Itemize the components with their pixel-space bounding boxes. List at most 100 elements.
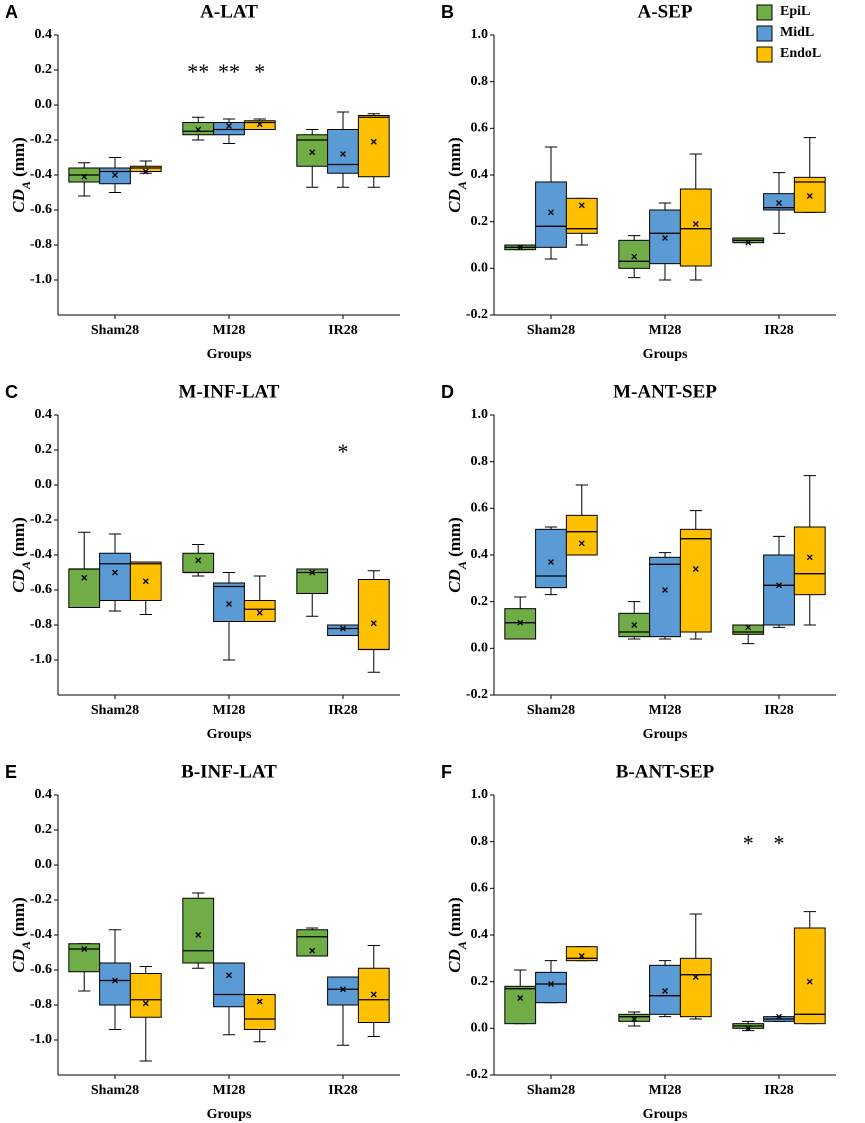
- panel-letter: C: [5, 382, 18, 402]
- whisker-upper: [306, 129, 319, 135]
- box: [243, 600, 276, 622]
- y-tick-label: 0.6: [471, 881, 489, 896]
- significance: *: [743, 831, 754, 856]
- y-tick-label: -0.6: [30, 962, 52, 977]
- x-tick-label: IR28: [328, 703, 358, 718]
- mean: [578, 953, 585, 959]
- whisker-lower: [222, 1006, 236, 1036]
- box: [565, 946, 598, 962]
- box: [618, 1013, 651, 1022]
- y-tick-label: -0.2: [30, 132, 52, 147]
- y-label-main: CD: [9, 949, 28, 973]
- y-tick-label: -0.2: [466, 307, 488, 322]
- whisker-upper: [514, 969, 527, 987]
- mean: [692, 974, 699, 980]
- y-tick-label: -0.8: [30, 237, 52, 252]
- whisker-upper: [658, 552, 672, 558]
- chart-title: M-ANT-SEP: [613, 381, 717, 402]
- mean: [256, 998, 263, 1005]
- panel-letter: A: [5, 2, 18, 22]
- x-tick-label: Sham28: [91, 323, 139, 338]
- whisker-upper: [336, 111, 350, 130]
- mean: [806, 978, 813, 985]
- mean: [806, 193, 813, 199]
- x-tick-label: MI28: [213, 1083, 246, 1098]
- mean: [692, 221, 699, 227]
- mean: [112, 172, 118, 178]
- box: [129, 973, 162, 1018]
- legend-label: EpiL: [780, 4, 810, 19]
- whisker-lower: [689, 632, 702, 640]
- y-tick-label: -0.4: [30, 927, 52, 942]
- y-axis-label: CDA (mm): [9, 517, 33, 593]
- box: [213, 962, 245, 1008]
- y-tick-label: 0.0: [471, 641, 489, 656]
- y-label-main: CD: [445, 189, 464, 213]
- mean: [309, 947, 316, 954]
- mean: [195, 932, 202, 938]
- mean: [662, 235, 668, 241]
- box: [213, 122, 245, 136]
- whisker-upper: [628, 601, 641, 614]
- whisker-lower: [367, 649, 380, 673]
- y-tick-label: -1.0: [30, 652, 52, 667]
- y-tick-label: 0.8: [471, 74, 489, 89]
- y-tick-label: 0.2: [471, 974, 489, 989]
- y-tick-label: 0.4: [35, 27, 53, 42]
- whisker-upper: [108, 157, 122, 168]
- chart-title: B-INF-LAT: [181, 761, 277, 782]
- whisker-lower: [139, 600, 152, 615]
- y-tick-label: 0.2: [471, 594, 489, 609]
- whisker-upper: [108, 929, 122, 963]
- mean: [745, 624, 752, 631]
- mean: [309, 569, 316, 576]
- box: [504, 608, 537, 640]
- whisker-lower: [222, 621, 236, 661]
- box: [327, 976, 359, 1006]
- x-tick-label: MI28: [213, 703, 246, 718]
- whisker-lower: [575, 233, 588, 246]
- legend-label: EndoL: [780, 46, 821, 61]
- x-tick-label: Sham28: [91, 1083, 139, 1098]
- y-tick-label: 0.8: [471, 454, 489, 469]
- y-label-unit: (mm): [9, 897, 28, 941]
- mean: [142, 578, 149, 585]
- y-label-unit: (mm): [445, 517, 464, 561]
- whisker-lower: [108, 600, 122, 612]
- significance: **: [187, 59, 209, 84]
- y-axis-label: CDA (mm): [445, 897, 469, 973]
- mean: [517, 244, 524, 251]
- y-label-unit: (mm): [445, 137, 464, 181]
- y-tick-label: 1.0: [471, 787, 489, 802]
- y-tick-label: 0.4: [471, 167, 489, 182]
- whisker-upper: [139, 966, 152, 974]
- chart-title: B-ANT-SEP: [616, 761, 715, 782]
- mean: [195, 557, 202, 564]
- panel-letter: B: [441, 2, 454, 22]
- whisker-upper: [192, 116, 205, 123]
- whisker-upper: [689, 510, 702, 530]
- box: [213, 582, 245, 622]
- box: [679, 528, 712, 633]
- x-tick-label: IR28: [764, 323, 794, 338]
- y-tick-label: 0.2: [35, 62, 53, 77]
- whisker-upper: [192, 544, 205, 554]
- y-tick-label: -0.2: [30, 512, 52, 527]
- box: [679, 188, 712, 267]
- y-label-main: CD: [445, 949, 464, 973]
- x-tick-label: IR28: [328, 323, 358, 338]
- whisker-lower: [78, 182, 91, 197]
- mean: [517, 619, 524, 626]
- y-tick-label: 0.2: [471, 214, 489, 229]
- whisker-lower: [628, 268, 641, 279]
- whisker-upper: [772, 172, 786, 194]
- y-tick-label: -0.6: [30, 202, 52, 217]
- whisker-upper: [367, 945, 380, 969]
- mean: [370, 620, 377, 627]
- mean: [370, 991, 377, 998]
- box: [535, 181, 567, 248]
- y-tick-label: -1.0: [30, 272, 52, 287]
- whisker-upper: [222, 118, 236, 123]
- x-tick-label: IR28: [764, 1083, 794, 1098]
- whisker-upper: [139, 160, 152, 167]
